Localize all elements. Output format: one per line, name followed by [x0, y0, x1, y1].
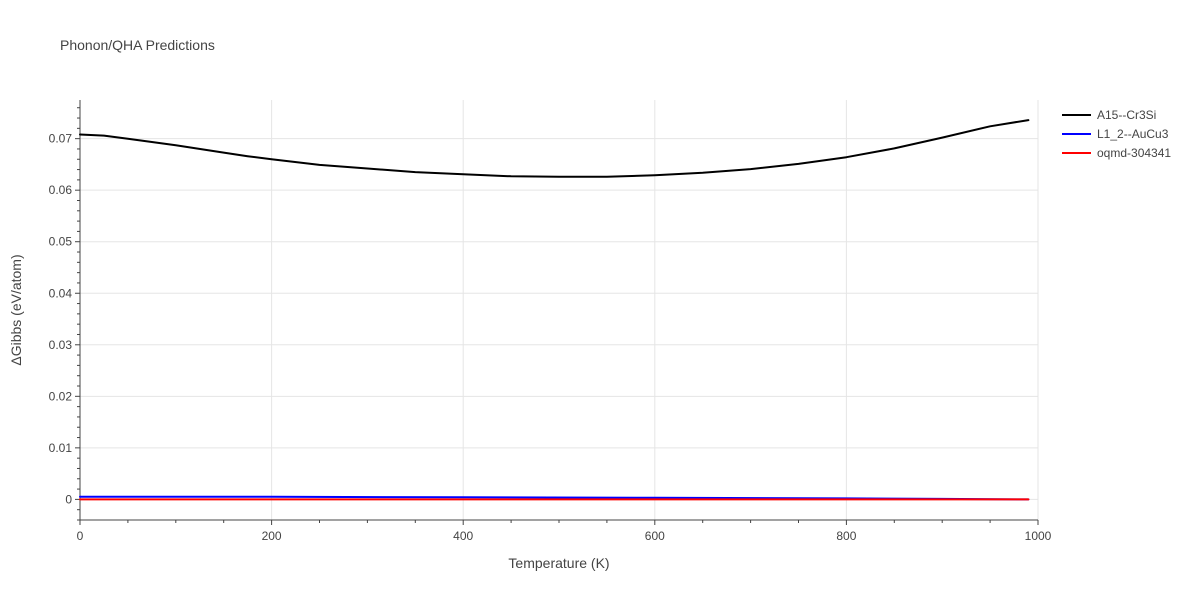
y-tick-label: 0.05 — [49, 235, 73, 249]
x-tick-label: 400 — [453, 529, 473, 543]
y-tick-label: 0.01 — [49, 441, 73, 455]
chart-title: Phonon/QHA Predictions — [60, 37, 215, 53]
legend-label: L1_2--AuCu3 — [1097, 127, 1169, 141]
legend-item[interactable]: oqmd-304341 — [1062, 146, 1171, 160]
y-tick-label: 0.02 — [49, 389, 73, 403]
legend-item[interactable]: L1_2--AuCu3 — [1062, 127, 1169, 141]
y-axis-ticks: 0 0.01 0.02 0.03 0.04 0.05 0.06 0.07 — [49, 107, 80, 521]
x-tick-label: 0 — [77, 529, 84, 543]
x-tick-label: 800 — [836, 529, 856, 543]
legend-label: oqmd-304341 — [1097, 146, 1171, 160]
y-tick-label: 0.07 — [49, 132, 73, 146]
axes — [79, 100, 1038, 521]
x-axis-title: Temperature (K) — [508, 555, 609, 571]
legend[interactable]: A15--Cr3Si L1_2--AuCu3 oqmd-304341 — [1062, 108, 1171, 160]
y-tick-label: 0.06 — [49, 183, 73, 197]
legend-label: A15--Cr3Si — [1097, 108, 1156, 122]
plot-area — [79, 119, 1030, 501]
y-tick-label: 0.03 — [49, 338, 73, 352]
series-line-a15-cr3si — [79, 119, 1030, 178]
y-axis-title: ΔGibbs (eV/atom) — [8, 254, 24, 365]
x-tick-label: 200 — [262, 529, 282, 543]
x-tick-label: 600 — [645, 529, 665, 543]
x-tick-label: 1000 — [1025, 529, 1052, 543]
grid — [80, 100, 1039, 520]
legend-item[interactable]: A15--Cr3Si — [1062, 108, 1156, 122]
x-axis-ticks: 0 200 400 600 800 1000 — [77, 520, 1052, 543]
y-tick-label: 0 — [65, 492, 72, 506]
y-tick-label: 0.04 — [49, 286, 73, 300]
